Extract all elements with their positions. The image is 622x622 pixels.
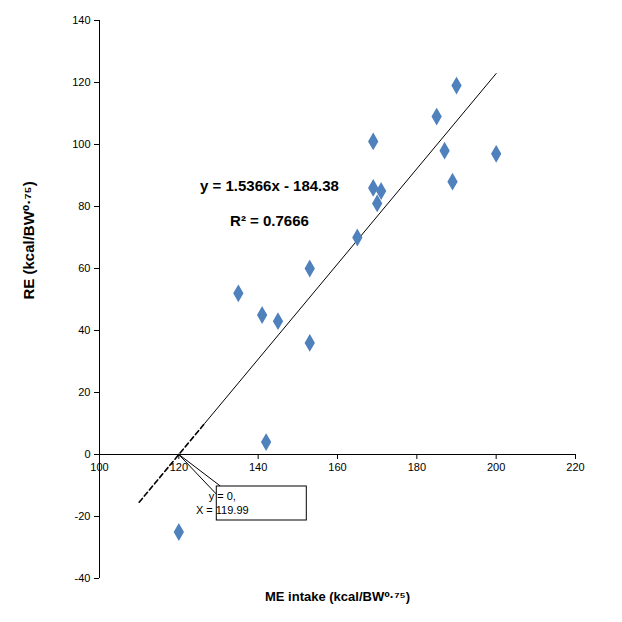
- svg-text:40: 40: [78, 324, 90, 336]
- svg-text:X = 119.99: X = 119.99: [196, 504, 249, 516]
- svg-text:100: 100: [72, 138, 90, 150]
- svg-text:0: 0: [84, 448, 90, 460]
- svg-text:-20: -20: [75, 510, 91, 522]
- svg-text:R² = 0.7666: R² = 0.7666: [230, 212, 309, 229]
- svg-text:80: 80: [78, 200, 90, 212]
- svg-text:180: 180: [408, 461, 426, 473]
- svg-text:160: 160: [328, 461, 346, 473]
- svg-text:y = 1.5366x - 184.38: y = 1.5366x - 184.38: [200, 177, 339, 194]
- svg-text:100: 100: [90, 461, 108, 473]
- svg-text:200: 200: [487, 461, 505, 473]
- svg-text:20: 20: [78, 386, 90, 398]
- svg-text:-40: -40: [75, 572, 91, 584]
- svg-text:60: 60: [78, 262, 90, 274]
- svg-text:140: 140: [249, 461, 267, 473]
- svg-text:220: 220: [566, 461, 584, 473]
- svg-text:y = 0,: y = 0,: [209, 490, 236, 502]
- svg-text:ME intake (kcal/BW⁰·⁷⁵): ME intake (kcal/BW⁰·⁷⁵): [265, 589, 410, 604]
- svg-text:RE (kcal/BW⁰·⁷⁵): RE (kcal/BW⁰·⁷⁵): [20, 181, 37, 299]
- svg-text:120: 120: [169, 461, 188, 473]
- svg-text:140: 140: [72, 14, 90, 26]
- svg-text:120: 120: [72, 76, 90, 88]
